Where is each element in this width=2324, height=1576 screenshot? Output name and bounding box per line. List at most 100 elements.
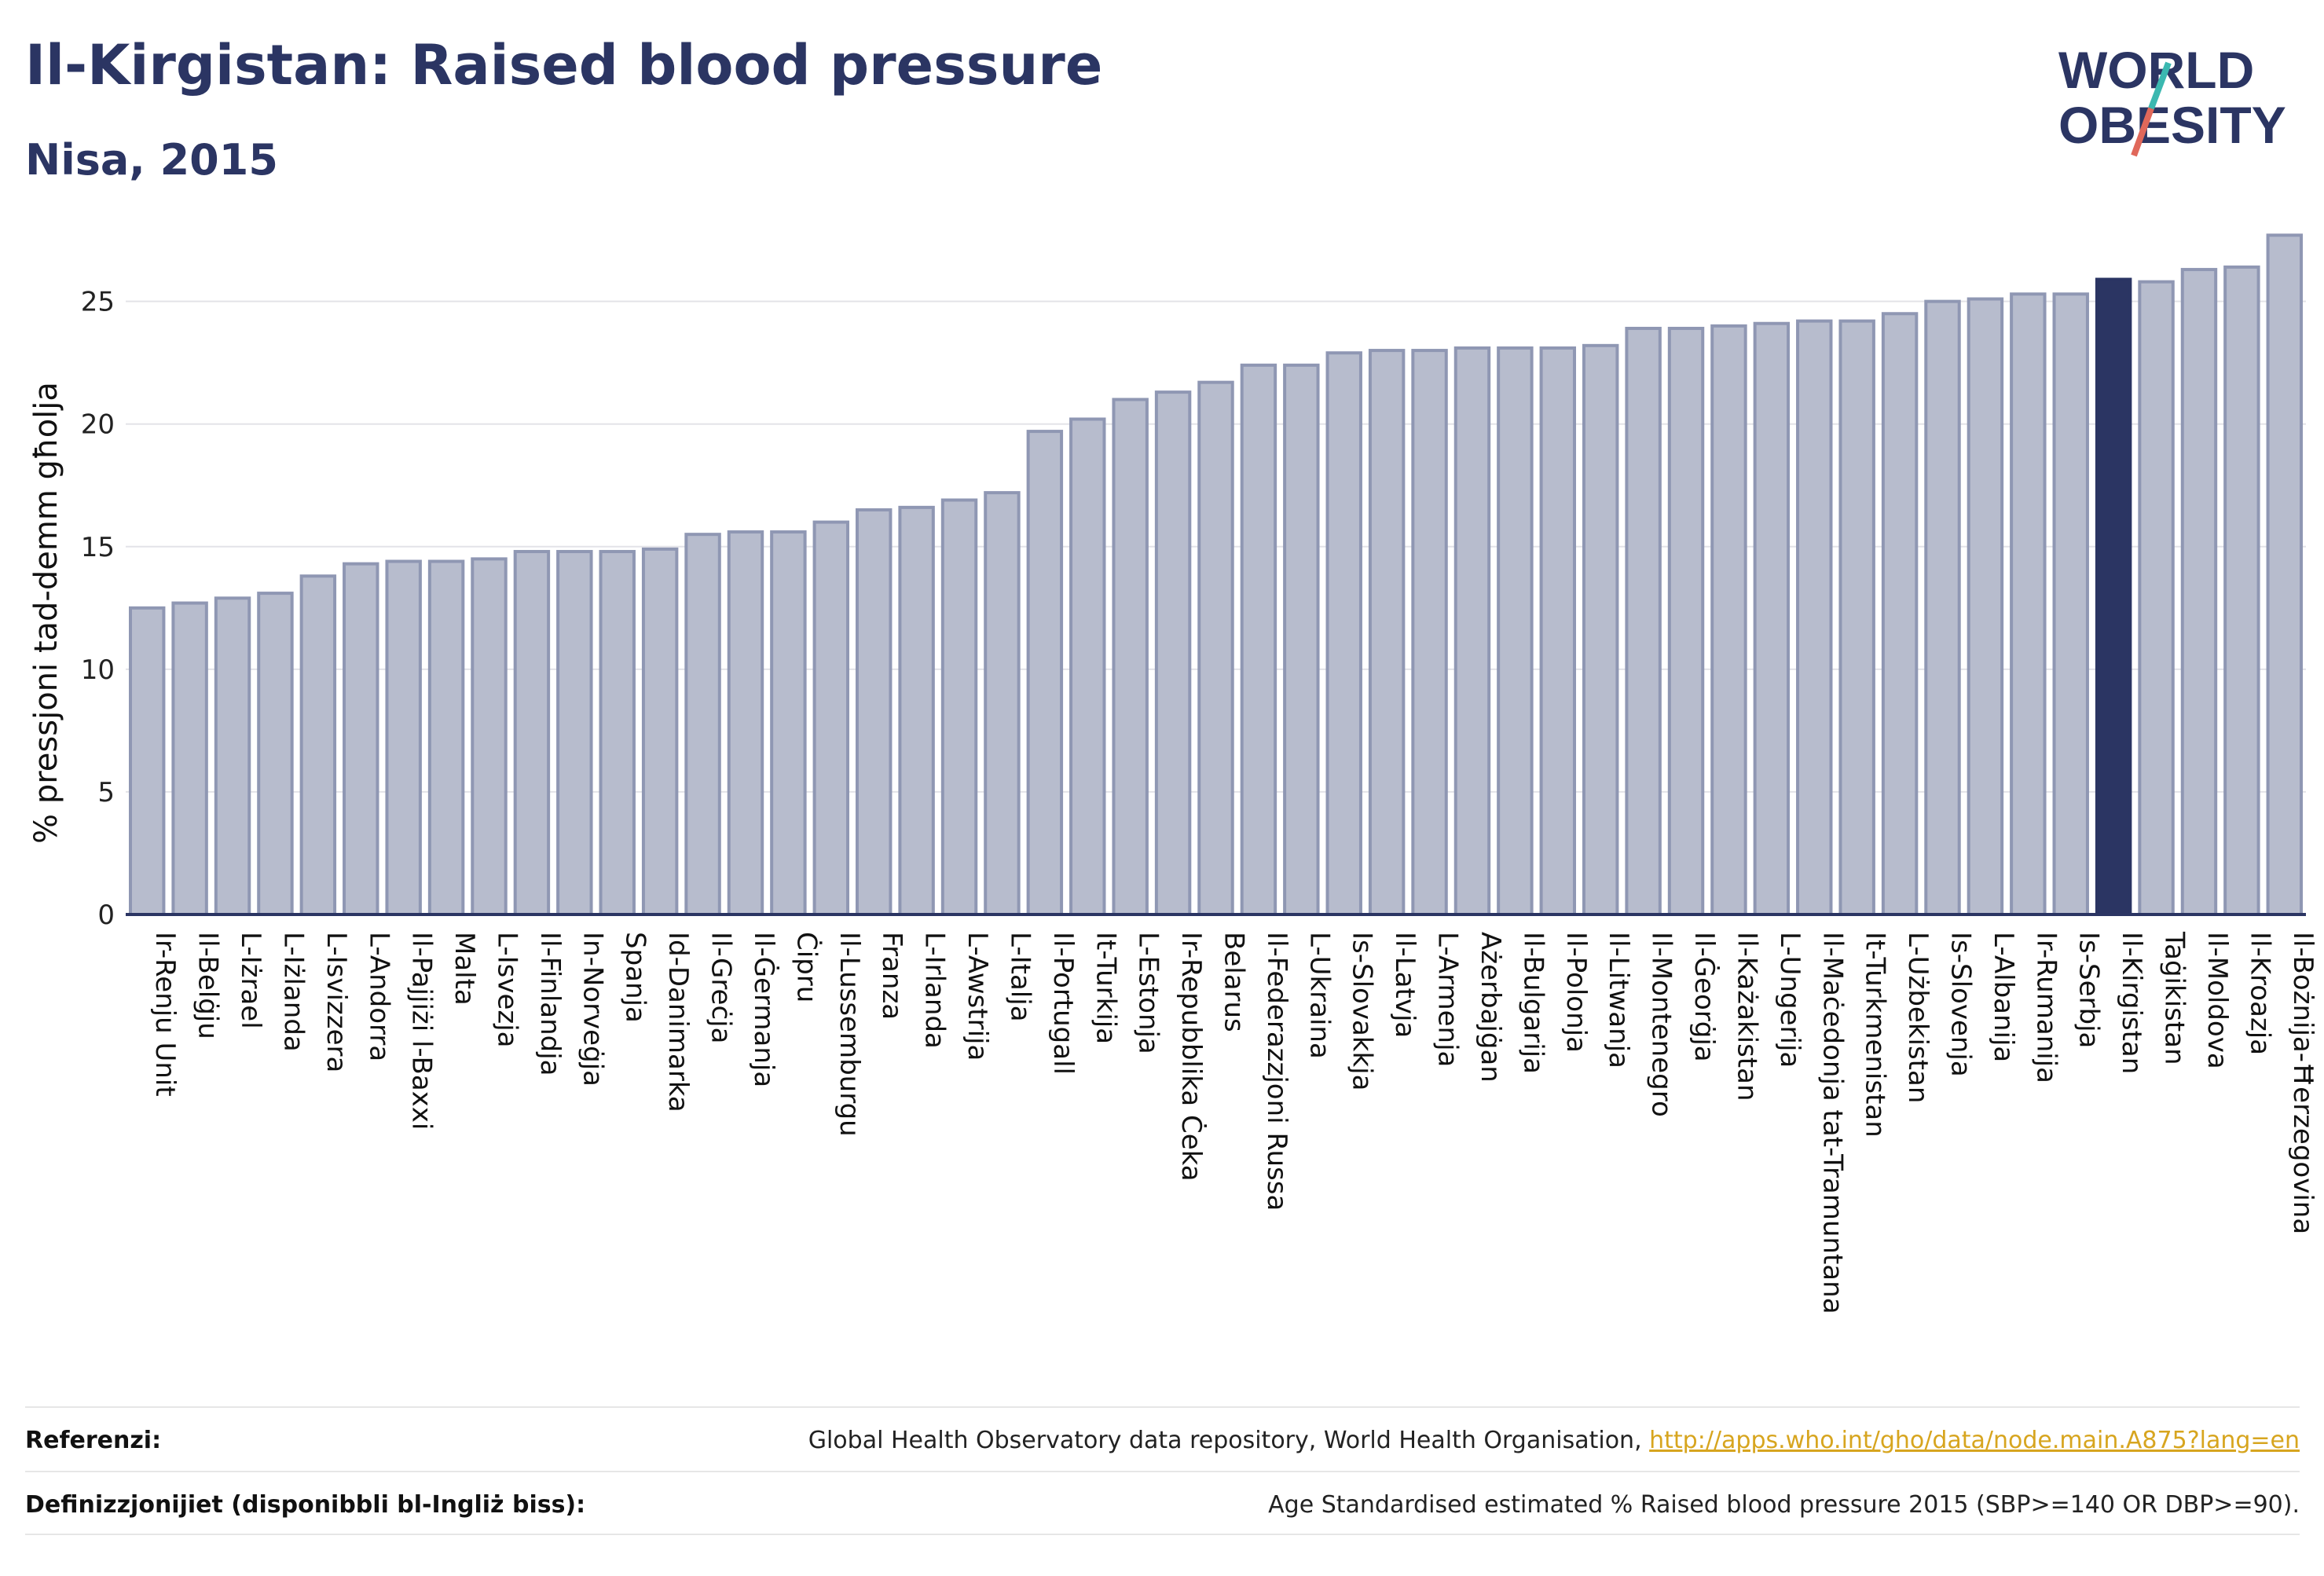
y-tick-label: 25 [81, 287, 115, 318]
bar [1069, 417, 1106, 916]
bar [1710, 324, 1747, 917]
bar [299, 574, 337, 916]
y-tick-label: 5 [97, 777, 115, 808]
x-category-label: Taġikistan [2159, 931, 2190, 1065]
x-category-label: L-Italja [1004, 932, 1036, 1022]
x-category-label: Il-Kroazja [2244, 932, 2275, 1055]
x-category-label: L-Ungerija [1774, 932, 1805, 1068]
logo-slash-bottom [2131, 107, 2154, 157]
references-link[interactable]: http://apps.who.int/gho/data/node.main.A… [1649, 1426, 2300, 1454]
bar [427, 559, 465, 916]
bar [471, 557, 508, 917]
x-category-label: Il-Litwanja [1603, 932, 1634, 1068]
x-category-label: Il-Maċedonja tat-Tramuntana [1816, 932, 1848, 1314]
x-category-label: L-Isvizzera [321, 932, 352, 1072]
footer-divider [25, 1534, 2300, 1535]
bar [898, 505, 935, 916]
bar [641, 547, 679, 917]
bar [343, 562, 379, 917]
x-category-label: L-Albanija [1988, 932, 2019, 1062]
bar [214, 596, 251, 916]
bar [1453, 346, 1491, 916]
bar [556, 550, 593, 916]
x-category-label: Il-Federazzjoni Russa [1261, 932, 1292, 1211]
x-category-label: Ċipru [790, 932, 823, 1002]
x-category-label: Il-Każakistan [1731, 932, 1762, 1101]
references-text: Global Health Observatory data repositor… [808, 1426, 1650, 1454]
x-category-label: Is-Slovakkja [1347, 932, 1378, 1090]
x-category-label: L-Iżrael [235, 932, 266, 1029]
x-category-label: Malta [449, 932, 480, 1006]
references-label: Referenzi: [25, 1426, 162, 1454]
bar [1924, 299, 1961, 916]
bar [1325, 351, 1362, 916]
bar [1838, 319, 1875, 917]
x-category-label: Il-Ġeorġja [1688, 932, 1721, 1062]
x-category-label: Il-Ġermanja [748, 932, 780, 1087]
references-value: Global Health Observatory data repositor… [808, 1427, 2300, 1454]
x-category-label: Is-Slovenja [1945, 932, 1977, 1077]
bar [770, 530, 807, 916]
bar [1967, 297, 2004, 916]
y-tick-label: 10 [81, 654, 115, 686]
x-category-label: Il-Pajjiżi l-Baxxi [406, 932, 438, 1130]
bar [684, 533, 721, 917]
bar [1881, 312, 1919, 916]
x-category-label: Il-Moldova [2201, 932, 2233, 1069]
x-category-label: L-Isvezja [492, 932, 523, 1048]
footer-references-row: Referenzi: Global Health Observatory dat… [25, 1406, 2300, 1472]
bar [2223, 265, 2260, 916]
y-tick-label: 20 [81, 409, 115, 441]
bar [1625, 326, 1662, 916]
bar [1753, 321, 1791, 916]
bar [1497, 346, 1534, 916]
logo-slash-top [2148, 61, 2172, 110]
x-category-label: Il-Bożnija-Ħerzegovina [2287, 932, 2319, 1234]
x-category-label: L-Andorra [363, 932, 394, 1061]
bar [727, 530, 764, 916]
bar [2052, 292, 2089, 916]
x-category-label: Il-Portugall [1047, 932, 1079, 1075]
bar [1283, 363, 1320, 916]
x-category-label: Franza [876, 932, 907, 1020]
definitions-value: Age Standardised estimated % Raised bloo… [1268, 1490, 2300, 1519]
x-category-label: It-Turkija [1090, 932, 1121, 1044]
x-category-label: Spanja [620, 932, 651, 1023]
x-category-label: L-Użbekistan [1902, 932, 1934, 1103]
bar [171, 601, 208, 916]
x-category-label: L-Iżlanda [277, 932, 309, 1052]
bar [1197, 380, 1234, 916]
bar [1026, 430, 1064, 916]
bar [812, 520, 850, 916]
x-category-label: Il-Belġju [192, 932, 224, 1039]
x-category-label: Il-Lussemburgu [834, 932, 865, 1137]
page-subtitle: Nisa, 2015 [25, 135, 278, 185]
bar [2180, 268, 2218, 917]
bar [2266, 233, 2304, 917]
x-category-label: Ir-Repubblika Ċeka [1175, 932, 1208, 1182]
logo-text-obesity: OBESITY [2058, 96, 2286, 154]
page-title: Il-Kirgistan: Raised blood pressure [25, 33, 1103, 97]
x-category-label: Ir-Rumanija [2030, 932, 2062, 1083]
x-category-label: Ażerbajġan [1475, 932, 1506, 1083]
x-category-label: Ir-Renju Unit [149, 932, 181, 1097]
bar [513, 550, 551, 916]
bar [855, 508, 893, 916]
x-category-label: Il-Latvja [1389, 932, 1420, 1038]
bar-chart: 0 5 10 15 20 25 Ir-Renju Unit Il-Belġju L-Iżrael… [28, 233, 2319, 1314]
bar [1240, 363, 1277, 916]
axes: 0 5 10 15 20 25 Ir-Renju Unit Il-Belġju L-Iżrael… [81, 287, 2319, 1314]
x-category-label: It-Turkmenistan [1860, 932, 1891, 1138]
x-category-label: L-Armenja [1432, 932, 1464, 1067]
x-category-label: Il-Kirgistan [2116, 932, 2147, 1074]
bar [1796, 319, 1833, 917]
bar [128, 606, 166, 916]
bar [1539, 346, 1577, 916]
bar [257, 592, 294, 916]
x-category-label: Id-Danimarka [662, 932, 694, 1112]
bar [385, 559, 422, 916]
bar [1582, 343, 1619, 917]
bar [1411, 349, 1448, 917]
bar [599, 550, 636, 916]
bar [984, 491, 1021, 916]
